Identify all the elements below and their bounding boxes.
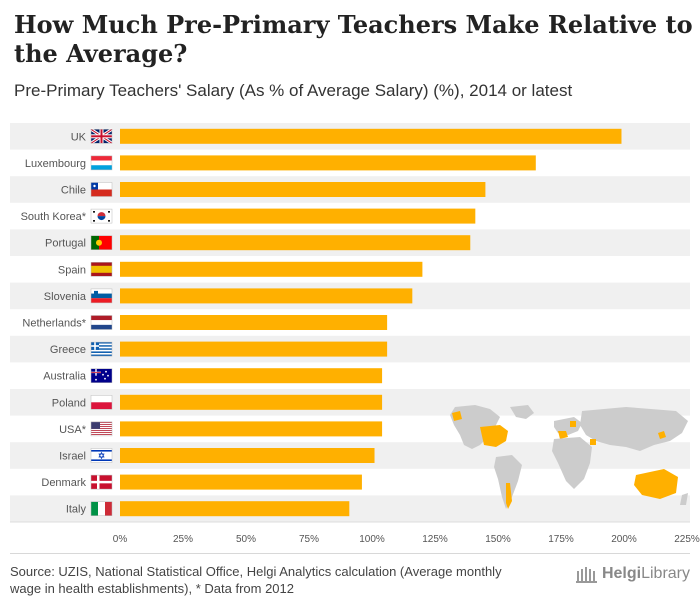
poland-flag-icon: [90, 395, 113, 410]
australia-flag-icon: [90, 368, 113, 383]
bar: [120, 501, 350, 517]
x-tick-label: 225%: [674, 534, 700, 545]
bar: [120, 235, 471, 251]
slovenia-flag-icon: [90, 288, 113, 304]
bar: [120, 288, 413, 304]
bar: [120, 368, 383, 384]
spain-shape: [558, 431, 568, 439]
x-tick-label: 75%: [299, 534, 319, 545]
europe-shape: [554, 417, 582, 435]
italy-flag-icon: [90, 501, 113, 516]
logo-prefix: Helgi: [601, 565, 642, 582]
category-label: Denmark: [41, 477, 86, 489]
bar: [120, 448, 375, 463]
x-tick-label: 200%: [611, 534, 637, 545]
category-label: Netherlands*: [22, 318, 86, 330]
library-icon: [575, 567, 597, 583]
bar: [120, 394, 383, 410]
helgi-library-logo: HelgiLibrary: [575, 565, 690, 583]
category-label: Greece: [50, 344, 86, 356]
category-label: Slovenia: [44, 291, 87, 303]
category-label: Israel: [59, 451, 86, 463]
denmark-flag-icon: [90, 474, 113, 490]
south-korea-flag-icon: [90, 208, 113, 224]
category-label: Poland: [52, 397, 86, 409]
category-label: Italy: [66, 504, 87, 516]
spain-flag-icon: [90, 262, 113, 277]
footer-divider: [10, 553, 690, 554]
bar: [120, 208, 476, 224]
south-america-shape: [494, 455, 522, 509]
new-zealand-shape: [680, 493, 688, 505]
x-tick-label: 125%: [422, 534, 448, 545]
usa-shape: [480, 425, 508, 447]
bar: [120, 315, 388, 330]
category-label: Luxembourg: [25, 158, 86, 170]
greenland-shape: [510, 405, 534, 419]
alaska-shape: [452, 411, 462, 421]
x-tick-label: 150%: [485, 534, 511, 545]
bar-chart: UK Luxembourg Chile South Korea* Portugal Spa…: [10, 123, 700, 545]
north-america-shape: [450, 405, 500, 449]
world-map: [450, 405, 688, 509]
australia-shape: [634, 469, 678, 499]
bar: [120, 128, 622, 144]
chile-shape: [506, 483, 512, 509]
category-label: Spain: [58, 264, 86, 276]
x-tick-label: 0%: [113, 534, 128, 545]
category-label: Portugal: [45, 238, 86, 250]
luxembourg-flag-icon: [90, 155, 113, 171]
category-label: Australia: [43, 371, 87, 383]
netherlands-flag-icon: [90, 315, 113, 330]
bar: [120, 261, 423, 277]
bar: [120, 474, 362, 490]
asia-shape: [580, 407, 688, 451]
bar: [120, 341, 388, 357]
category-label: South Korea*: [21, 211, 87, 223]
israel-shape: [590, 439, 596, 445]
x-tick-label: 25%: [173, 534, 193, 545]
x-tick-label: 50%: [236, 534, 256, 545]
source-note: Source: UZIS, National Statistical Offic…: [10, 564, 502, 596]
chart-subtitle: Pre-Primary Teachers' Salary (As % of Av…: [14, 81, 573, 100]
israel-flag-icon: [90, 448, 113, 463]
greece-flag-icon: [90, 341, 113, 357]
bar: [120, 182, 486, 197]
chile-flag-icon: [90, 182, 113, 197]
category-label: USA*: [59, 424, 87, 436]
bar: [120, 421, 383, 437]
x-tick-label: 100%: [359, 534, 385, 545]
x-tick-label: 175%: [548, 534, 574, 545]
south-korea-shape: [658, 431, 666, 439]
logo-suffix: Library: [641, 565, 690, 582]
bar: [120, 155, 536, 171]
category-label: UK: [71, 131, 87, 143]
uk-flag-icon: [90, 128, 113, 145]
usa-flag-icon: [90, 421, 113, 437]
chart-title: How Much Pre-Primary Teachers Make Relat…: [14, 10, 693, 68]
central-europe-shape: [570, 421, 576, 427]
category-label: Chile: [61, 185, 86, 197]
africa-shape: [552, 437, 592, 489]
portugal-flag-icon: [90, 235, 113, 250]
